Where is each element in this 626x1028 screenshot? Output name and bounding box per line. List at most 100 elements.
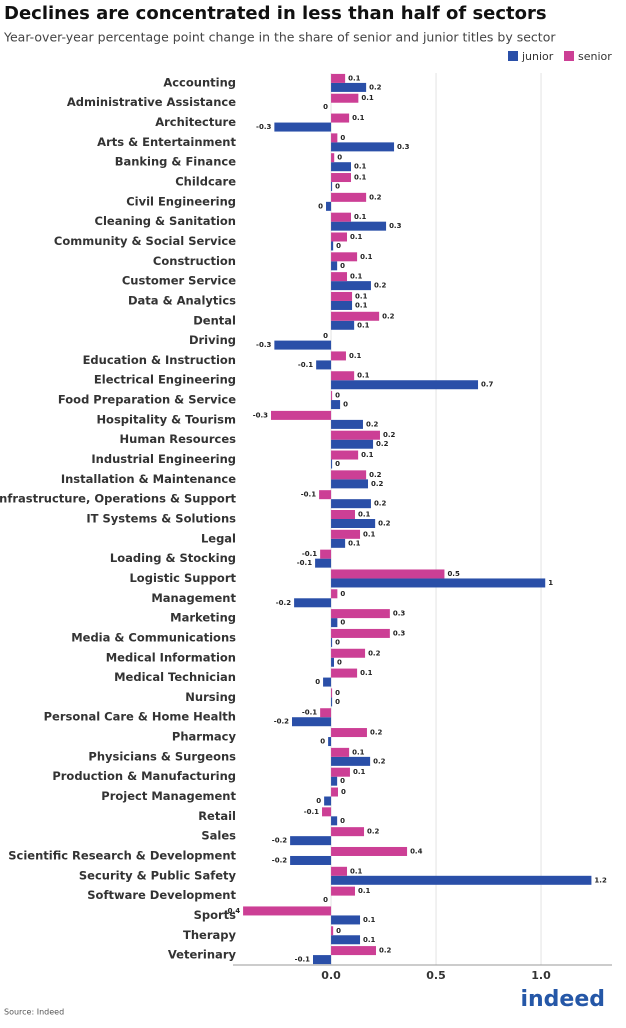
y-tick-label: IT Systems & Solutions	[86, 512, 236, 526]
bar	[331, 747, 350, 757]
y-tick-label: Marketing	[170, 611, 236, 625]
value-label: 0.1	[355, 301, 368, 309]
x-tick-label: 0.0	[321, 969, 341, 982]
value-label: 0.2	[374, 500, 387, 508]
value-label: 0.1	[360, 669, 373, 677]
value-label: 0.2	[369, 83, 382, 91]
bar	[331, 866, 348, 876]
y-tick-label: Management	[151, 591, 236, 605]
y-tick-label: Food Preparation & Service	[58, 393, 236, 407]
x-tick-label: 1.0	[531, 969, 551, 982]
value-label: -0.2	[274, 718, 289, 726]
value-label: 0.2	[369, 193, 382, 201]
bar	[331, 173, 352, 183]
bar	[331, 241, 334, 251]
bar	[331, 618, 338, 628]
bar	[331, 728, 367, 738]
value-label: 0.5	[447, 570, 460, 578]
value-label: -0.4	[225, 907, 240, 915]
bar	[331, 648, 366, 658]
value-label: 0	[335, 689, 340, 697]
bar	[331, 252, 358, 262]
bar	[331, 756, 371, 766]
value-label: -0.1	[298, 361, 313, 369]
value-label: 0.2	[370, 729, 383, 737]
y-tick-label: Production & Manufacturing	[52, 769, 236, 783]
bar	[290, 855, 332, 865]
value-label: 0	[340, 590, 345, 598]
value-label: 0	[335, 698, 340, 706]
value-label: 0.1	[361, 451, 374, 459]
bar	[243, 906, 332, 916]
bar	[331, 657, 334, 667]
bar	[331, 499, 371, 509]
y-tick-label: Childcare	[175, 175, 236, 189]
y-tick-label: Administrative Assistance	[67, 95, 236, 109]
value-label: 0.2	[379, 947, 392, 955]
y-tick-label: Physicians & Surgeons	[88, 749, 236, 763]
value-label: 0.1	[357, 321, 370, 329]
bar	[331, 767, 350, 777]
legend-swatch	[564, 51, 574, 61]
value-label: 0.1	[349, 352, 362, 360]
y-tick-label: Installation & Maintenance	[61, 472, 236, 486]
y-tick-label: Loading & Stocking	[110, 551, 236, 565]
y-tick-label: Accounting	[163, 75, 236, 89]
value-label: 0	[318, 202, 323, 210]
y-tick-label: Construction	[153, 254, 236, 268]
bar	[324, 796, 332, 806]
value-label: 0.1	[363, 916, 376, 924]
y-tick-label: Hospitality & Tourism	[96, 412, 236, 426]
legend-swatch	[508, 51, 518, 61]
y-tick-label: Security & Public Safety	[79, 868, 237, 882]
value-label: 0.4	[410, 847, 423, 855]
bar	[331, 371, 355, 381]
value-label: 0.1	[354, 213, 367, 221]
y-tick-label: Medical Information	[106, 650, 236, 664]
bar	[320, 549, 332, 559]
value-label: 0	[323, 896, 328, 904]
value-label: 0.2	[382, 312, 395, 320]
value-label: 0.1	[357, 372, 370, 380]
bar	[331, 578, 546, 588]
value-label: 0	[335, 638, 340, 646]
bar	[331, 142, 395, 152]
bar	[331, 459, 333, 469]
bar	[331, 776, 338, 786]
value-label: 0.1	[352, 114, 365, 122]
bar	[331, 272, 348, 282]
bar	[292, 717, 332, 727]
value-label: 0	[340, 817, 345, 825]
value-label: 0.7	[481, 381, 494, 389]
value-label: 0	[323, 332, 328, 340]
y-tick-label: Medical Technician	[114, 670, 236, 684]
bar	[331, 510, 355, 519]
bar	[331, 400, 341, 410]
bar	[331, 182, 333, 192]
bar	[331, 926, 334, 936]
value-label: 0.1	[352, 748, 365, 756]
bar	[331, 221, 387, 231]
y-tick-label: Pharmacy	[172, 730, 237, 744]
value-label: -0.3	[253, 411, 268, 419]
value-label: 0.2	[378, 520, 391, 528]
bar	[331, 113, 350, 123]
bar	[331, 133, 338, 143]
value-label: -0.3	[256, 341, 271, 349]
y-tick-label: Dental	[193, 313, 236, 327]
bar	[331, 430, 380, 440]
value-label: 0.2	[374, 282, 387, 290]
y-tick-label: IT Infrastructure, Operations & Support	[0, 492, 236, 506]
value-label: -0.2	[272, 837, 287, 845]
bar	[315, 558, 332, 568]
bar	[331, 935, 361, 945]
value-label: -0.1	[304, 808, 319, 816]
value-label: 0.2	[367, 828, 380, 836]
legend-label: senior	[578, 50, 612, 63]
y-tick-label: Civil Engineering	[126, 194, 236, 208]
bar	[331, 589, 338, 599]
bar	[331, 609, 390, 619]
value-label: 0.2	[371, 480, 384, 488]
bar	[331, 946, 376, 956]
value-label: 0	[341, 788, 346, 796]
